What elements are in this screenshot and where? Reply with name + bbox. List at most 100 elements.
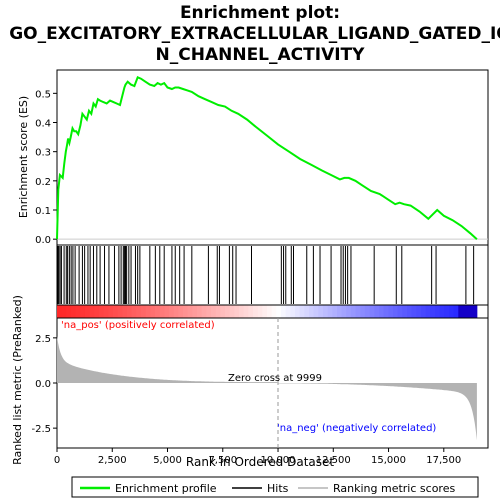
rank-color-segment <box>159 305 165 318</box>
legend-box <box>71 476 479 498</box>
rank-color-segment <box>80 305 86 318</box>
rank-color-bar <box>57 305 478 318</box>
rank-color-segment <box>131 305 137 318</box>
rank-color-segment <box>243 305 249 318</box>
x-tick-label: 5,000 <box>153 455 182 466</box>
rank-color-segment <box>94 305 100 318</box>
rank-color-segment <box>206 305 212 318</box>
rank-color-segment <box>448 305 455 318</box>
rank-color-segment <box>369 305 375 318</box>
rank-color-segment <box>294 305 301 318</box>
rank-color-segment <box>145 305 151 318</box>
rank-color-segment <box>187 305 193 318</box>
x-tick-label: 10,000 <box>261 455 296 466</box>
rank-color-segment <box>360 305 366 318</box>
es-axis-label: Enrichment score (ES) <box>17 96 30 218</box>
legend-hits-label: Hits <box>267 482 289 495</box>
metric-axis-label: Ranked list metric (PreRanked) <box>11 295 24 465</box>
rank-color-segment <box>112 305 119 318</box>
hits-panel-frame <box>56 244 489 306</box>
es-panel-frame <box>56 69 489 246</box>
x-tick-label: 12,500 <box>316 455 351 466</box>
metric-y-tick-label: -2.5 <box>31 424 51 435</box>
metric-y-axis: 2.5 0.0 -2.5 <box>31 334 57 435</box>
chart-title-line2: GO_EXCITATORY_EXTRACELLULAR_LIGAND_GATED… <box>9 24 500 44</box>
rank-color-segment <box>224 305 231 318</box>
rank-color-segment <box>341 305 347 318</box>
rank-color-segment <box>304 305 310 318</box>
rank-color-segment <box>75 305 81 318</box>
rank-color-segment <box>313 305 319 318</box>
rank-color-segment <box>308 305 315 318</box>
x-axis-label: Rank in Ordered Dataset <box>186 455 334 469</box>
rank-color-segment <box>322 305 329 318</box>
es-y-tick-label: 0.5 <box>35 89 51 100</box>
rank-color-segment <box>140 305 147 318</box>
rank-color-segment <box>402 305 408 318</box>
rank-color-segment <box>168 305 175 318</box>
rank-color-segment <box>266 305 273 318</box>
rank-color-segment <box>234 305 240 318</box>
rank-color-segment <box>318 305 324 318</box>
rank-color-segment <box>327 305 333 318</box>
x-tick-label: 0 <box>54 455 60 466</box>
rank-color-segment <box>164 305 170 318</box>
rank-color-segment <box>61 305 67 318</box>
rank-color-segment <box>336 305 343 318</box>
rank-color-segment <box>332 305 338 318</box>
rank-color-segment <box>173 305 179 318</box>
rank-color-segment <box>178 305 184 318</box>
chart-title-line3: N_CHANNEL_ACTIVITY <box>156 45 366 65</box>
rank-color-segment <box>271 305 277 318</box>
rank-color-segment <box>89 305 95 318</box>
rank-color-segment <box>290 305 296 318</box>
rank-color-segment <box>122 305 128 318</box>
rank-color-segment <box>103 305 109 318</box>
es-y-tick-label: 0.0 <box>35 235 51 246</box>
rank-color-segment <box>84 305 91 318</box>
rank-color-segment <box>252 305 259 318</box>
rank-color-segment <box>444 305 450 318</box>
rank-color-segment <box>150 305 156 318</box>
rank-color-segment <box>350 305 357 318</box>
rank-color-segment <box>154 305 161 318</box>
es-y-axis: 0.0 0.1 0.2 0.3 0.4 0.5 <box>35 89 57 246</box>
rank-color-segment <box>238 305 245 318</box>
rank-color-segment <box>262 305 268 318</box>
rank-color-segment <box>117 305 123 318</box>
rank-color-segment <box>434 305 441 318</box>
rank-color-segment <box>196 305 203 318</box>
rank-color-segment <box>416 305 422 318</box>
legend-profile-label: Enrichment profile <box>115 482 217 495</box>
rank-color-segment <box>467 305 473 318</box>
rank-color-segment <box>285 305 291 318</box>
metric-y-tick-label: 0.0 <box>35 379 51 390</box>
x-tick-label: 15,000 <box>371 455 406 466</box>
rank-color-segment <box>462 305 469 318</box>
rank-color-segment <box>192 305 198 318</box>
rank-color-segment <box>299 305 305 318</box>
rank-color-segment <box>70 305 77 318</box>
rank-color-segment <box>66 305 72 318</box>
rank-color-segment <box>257 305 263 318</box>
x-tick-label: 2,500 <box>98 455 127 466</box>
rank-color-segment <box>201 305 207 318</box>
legend-metric-label: Ranking metric scores <box>333 482 455 495</box>
rank-color-segment <box>364 305 371 318</box>
enrichment-profile-line <box>56 75 478 240</box>
rank-color-segment <box>108 305 114 318</box>
es-y-tick-label: 0.4 <box>35 119 51 130</box>
rank-color-segment <box>229 305 235 318</box>
rank-color-segment <box>392 305 399 318</box>
x-tick-label: 7,500 <box>208 455 237 466</box>
hits-markers <box>57 246 475 304</box>
rank-color-segment <box>411 305 417 318</box>
rank-color-segment <box>136 305 142 318</box>
rank-color-segment <box>346 305 352 318</box>
es-y-tick-label: 0.3 <box>35 148 51 159</box>
rank-color-segment <box>355 305 361 318</box>
rank-color-segment <box>57 305 63 318</box>
rank-color-segment <box>472 305 478 318</box>
